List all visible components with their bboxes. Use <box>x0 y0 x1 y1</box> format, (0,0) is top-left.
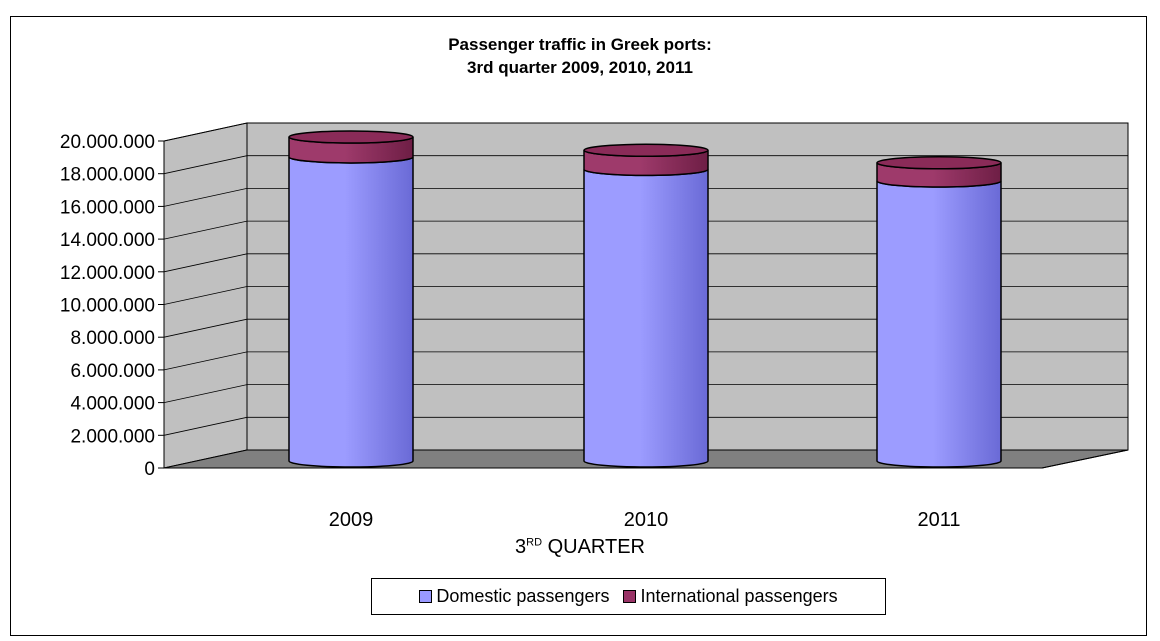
bar-top-2009 <box>288 130 414 144</box>
gridline <box>163 187 1128 207</box>
y-tick-label: 4.000.000 <box>70 394 155 415</box>
gridline <box>163 253 1128 273</box>
y-tick-label: 12.000.000 <box>60 263 155 284</box>
legend-item-international: International passengers <box>623 586 838 607</box>
y-tick-label: 16.000.000 <box>60 197 155 218</box>
legend-swatch-domestic <box>419 590 433 603</box>
y-tick-label: 0 <box>144 459 155 480</box>
legend-label-international: International passengers <box>640 586 838 606</box>
bar-domestic-2011 <box>876 180 1002 468</box>
gridline <box>163 220 1128 240</box>
gridline <box>163 155 1128 175</box>
legend-swatch-international <box>623 590 637 603</box>
bar-top-2011 <box>876 156 1002 170</box>
gridline <box>163 318 1128 338</box>
chart-title: Passenger traffic in Greek ports: <box>448 35 712 54</box>
gridline <box>163 351 1128 371</box>
y-tick-label: 2.000.000 <box>70 426 155 447</box>
legend: Domestic passengers International passen… <box>371 578 886 615</box>
x-tick-label-2009: 2009 <box>329 509 374 531</box>
x-axis-label-sup: RD <box>526 536 543 549</box>
legend-label-domestic: Domestic passengers <box>436 586 610 606</box>
x-axis-label: 3RD QUARTER <box>0 536 1160 559</box>
gridline <box>163 416 1128 436</box>
x-axis-label-rest: QUARTER <box>542 536 645 558</box>
x-tick-label-2011: 2011 <box>917 509 960 531</box>
gridline <box>163 384 1128 403</box>
gridline <box>163 122 1128 142</box>
bar-top-2010 <box>583 143 709 158</box>
y-tick-label: 20.000.000 <box>60 132 155 153</box>
y-tick-label: 14.000.000 <box>60 230 155 251</box>
y-tick-label: 18.000.000 <box>60 165 155 186</box>
floor-edge <box>1041 449 1129 469</box>
legend-item-domestic: Domestic passengers <box>419 586 609 607</box>
bar-domestic-2010 <box>583 169 709 468</box>
bar-domestic-2009 <box>288 156 414 468</box>
y-tick-label: 6.000.000 <box>70 361 155 382</box>
x-axis-label-main: 3 <box>515 536 527 558</box>
y-tick-label: 8.000.000 <box>70 328 155 349</box>
x-tick-label-2010: 2010 <box>624 509 669 531</box>
gridline <box>163 286 1128 305</box>
y-tick-label: 10.000.000 <box>60 296 155 317</box>
chart-subtitle: 3rd quarter 2009, 2010, 2011 <box>467 58 693 77</box>
